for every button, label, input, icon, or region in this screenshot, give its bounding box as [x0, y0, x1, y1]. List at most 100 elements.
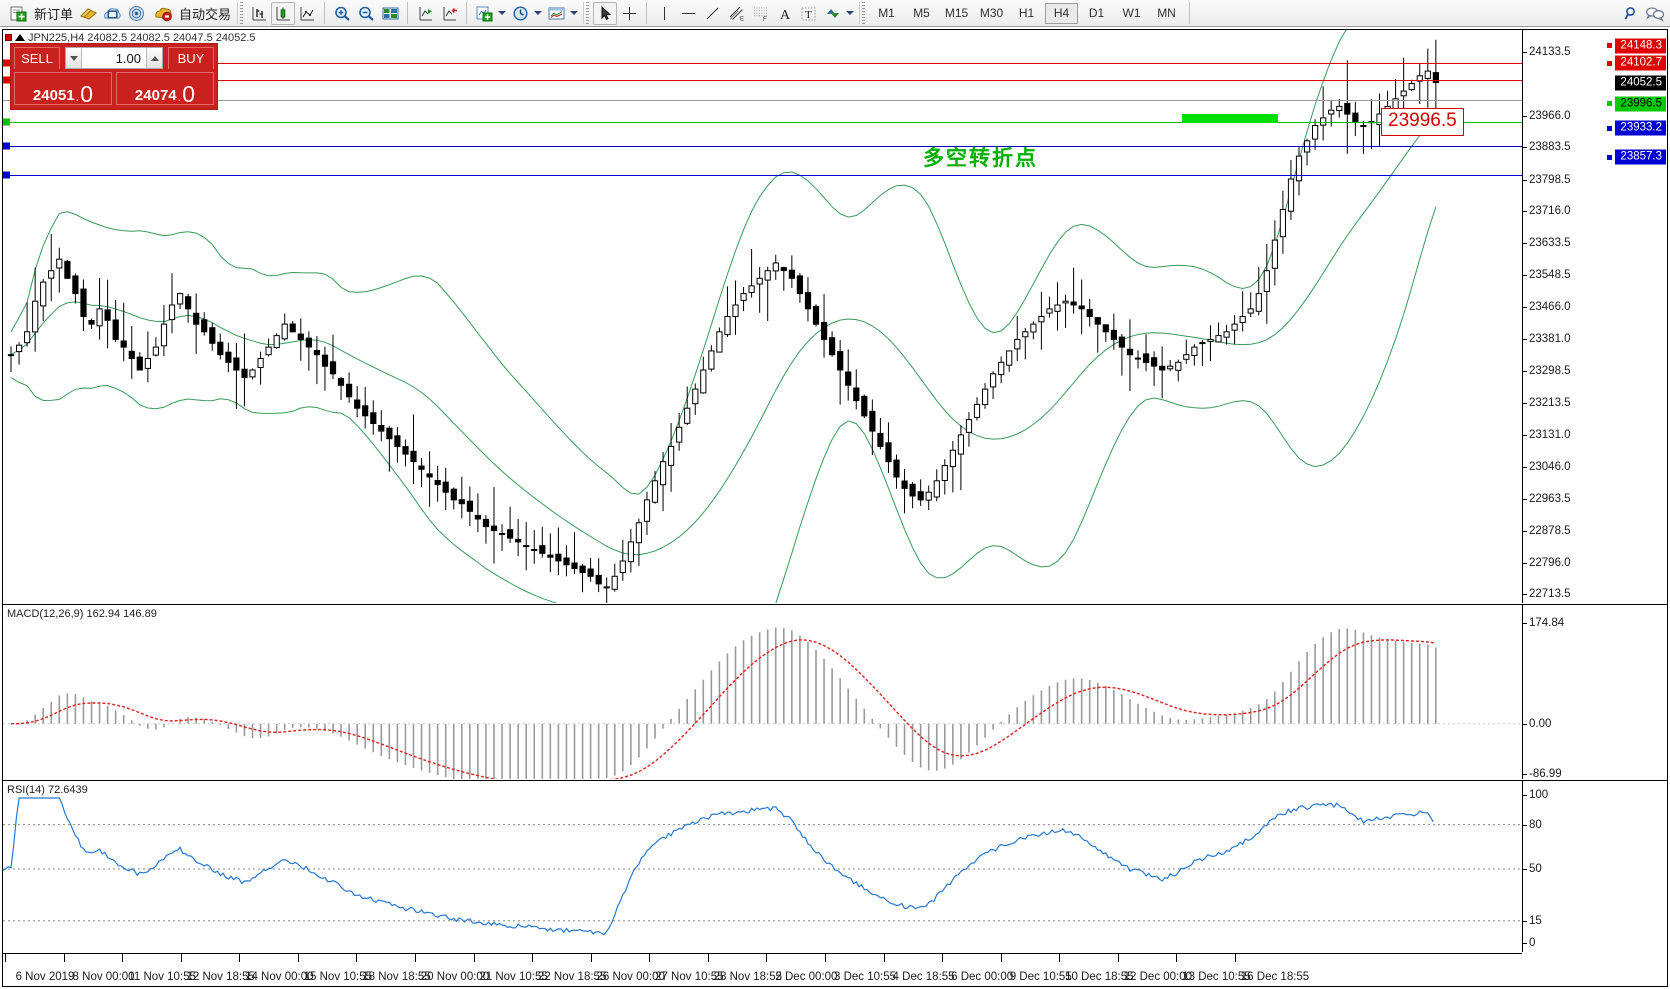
macd-label: MACD(12,26,9) 162.94 146.89: [7, 608, 157, 620]
rsi-tick: [1523, 824, 1527, 826]
price-plot-area[interactable]: 多空转折点 23996.5: [3, 30, 1522, 603]
new-chart-dropdown-caret[interactable]: [498, 11, 507, 15]
line-chart-icon[interactable]: [295, 2, 319, 25]
anchor-knob-23933[interactable]: [3, 142, 10, 150]
timeframe-h4[interactable]: H4: [1045, 2, 1079, 24]
time-tick: [239, 954, 241, 962]
rsi-tick: [1523, 943, 1527, 944]
timeframe-m1[interactable]: M1: [878, 6, 895, 20]
zoom-out-icon[interactable]: [354, 2, 378, 25]
templates-icon[interactable]: [544, 2, 568, 25]
data-window-icon[interactable]: [100, 2, 124, 25]
time-axis[interactable]: 6 Nov 2019 8 Nov 00:00 11 Nov 10:55 12 Nov …: [3, 953, 1667, 986]
horizontal-line-icon[interactable]: [676, 2, 700, 25]
timeframe-d1[interactable]: D1: [1088, 6, 1105, 20]
price-callout-box[interactable]: 23996.5: [1381, 108, 1464, 136]
anchor-knob-23996[interactable]: [3, 118, 10, 126]
price-marker-23933-2[interactable]: 23933.2: [1606, 120, 1666, 136]
timeframe-m30[interactable]: M30: [979, 6, 1004, 20]
marker-knob[interactable]: [1606, 100, 1614, 108]
navigator-icon[interactable]: [124, 2, 148, 25]
time-tick-label: 16 Dec 18:55: [1240, 971, 1310, 983]
one-click-trading-panel[interactable]: SELL 1.00 BUY 24051 . 0 24074 . 0: [10, 43, 218, 110]
text-icon[interactable]: A: [772, 2, 796, 25]
price-tick: [1523, 179, 1527, 181]
marker-knob[interactable]: [1606, 153, 1614, 161]
period-clock-icon[interactable]: [508, 2, 532, 25]
buy-button[interactable]: BUY: [168, 47, 214, 69]
sell-price[interactable]: 24051 . 0: [14, 72, 112, 106]
zoom-in-icon[interactable]: [330, 2, 354, 25]
price-marker-24148-3[interactable]: 24148.3: [1606, 38, 1666, 54]
new-chart-icon[interactable]: [472, 2, 496, 25]
price-tick-label: 23883.5: [1529, 141, 1571, 154]
fibonacci-icon[interactable]: F: [748, 2, 772, 25]
chart-window[interactable]: JPN225,H4 24082.5 24082.5 24047.5 24052.…: [2, 29, 1668, 987]
price-marker-23996-5[interactable]: 23996.5: [1606, 96, 1666, 112]
rsi-line: [3, 797, 1434, 936]
volume-stepper[interactable]: 1.00: [65, 47, 163, 69]
chart-annotation-text[interactable]: 多空转折点: [923, 147, 1038, 170]
templates-dropdown-caret[interactable]: [570, 11, 579, 15]
bar-chart-icon[interactable]: [247, 2, 271, 25]
expert-advisors-icon[interactable]: [76, 2, 100, 25]
price-line-23857[interactable]: [3, 175, 1522, 176]
price-line-23933[interactable]: [3, 146, 1522, 147]
new-order-label: 新订单: [34, 6, 74, 22]
new-order-button[interactable]: 新订单: [3, 1, 76, 25]
anchor-knob-24102[interactable]: [3, 76, 10, 84]
timeframe-h1[interactable]: H1: [1018, 6, 1035, 20]
price-line-24148[interactable]: [3, 63, 1522, 64]
chat-icon[interactable]: [1643, 2, 1667, 25]
price-pane[interactable]: 多空转折点 23996.5 24133.5 23966.0 23883.5 23798…: [3, 30, 1667, 603]
arrows-icon[interactable]: [820, 2, 844, 25]
price-tick: [1523, 434, 1527, 436]
macd-axis[interactable]: 174.84 0.00 -86.99: [1522, 605, 1667, 780]
sell-button[interactable]: SELL: [14, 47, 60, 69]
price-marker-23857-3[interactable]: 23857.3: [1606, 149, 1666, 165]
cursor-icon[interactable]: [593, 1, 618, 25]
search-icon[interactable]: [1619, 2, 1643, 25]
rsi-pane[interactable]: RSI(14) 72.6439 100 80 50 15 0: [3, 780, 1667, 952]
macd-plot-area[interactable]: MACD(12,26,9) 162.94 146.89: [3, 605, 1522, 779]
price-line-24102[interactable]: [3, 80, 1522, 81]
auto-trading-button[interactable]: 自动交易: [148, 1, 234, 25]
candlestick-chart-icon[interactable]: [271, 1, 296, 25]
green-zone-marker[interactable]: [1182, 114, 1278, 123]
volume-increment-button[interactable]: [146, 48, 162, 68]
timeframe-mn[interactable]: MN: [1157, 6, 1176, 20]
equidistant-channel-icon[interactable]: E: [724, 2, 748, 25]
anchor-knob-23857[interactable]: [3, 171, 10, 179]
marker-knob[interactable]: [1606, 59, 1614, 67]
trendline-icon[interactable]: [700, 2, 724, 25]
period-dropdown-caret[interactable]: [534, 11, 543, 15]
rsi-plot-area[interactable]: RSI(14) 72.6439: [3, 781, 1522, 952]
price-axis[interactable]: 24133.5 23966.0 23883.5 23798.5 23716.0 23633…: [1522, 30, 1667, 603]
price-line-23996[interactable]: [3, 122, 1522, 123]
price-marker-24102-7[interactable]: 24102.7: [1606, 55, 1666, 71]
rsi-axis[interactable]: 100 80 50 15 0: [1522, 781, 1667, 952]
vertical-line-icon[interactable]: [652, 2, 676, 25]
price-marker-24052-5[interactable]: 24052.5: [1615, 75, 1666, 91]
volume-decrement-button[interactable]: [66, 48, 82, 68]
chart-close-icon[interactable]: [5, 34, 12, 41]
timeframe-m5[interactable]: M5: [913, 6, 930, 20]
crosshair-icon[interactable]: [617, 2, 641, 25]
marker-knob[interactable]: [1606, 124, 1614, 132]
marker-knob[interactable]: [1606, 42, 1614, 50]
macd-pane[interactable]: MACD(12,26,9) 162.94 146.89 174.84 0.00 -8…: [3, 604, 1667, 780]
anchor-knob-24148[interactable]: [3, 59, 10, 67]
macd-tick: [1523, 774, 1527, 775]
auto-scroll-icon[interactable]: [437, 2, 461, 25]
arrows-dropdown-caret[interactable]: [846, 11, 855, 15]
price-tick-label: 23466.0: [1529, 300, 1571, 313]
chart-shift-icon[interactable]: [413, 2, 437, 25]
buy-price[interactable]: 24074 . 0: [116, 72, 214, 106]
volume-input[interactable]: 1.00: [82, 48, 146, 68]
rsi-tick-label: 80: [1529, 818, 1542, 831]
price-tick-label: 23298.5: [1529, 364, 1571, 377]
timeframe-w1[interactable]: W1: [1122, 6, 1141, 20]
text-label-icon[interactable]: T: [796, 2, 820, 25]
chart-grid-icon[interactable]: [378, 2, 402, 25]
timeframe-m15[interactable]: M15: [944, 6, 969, 20]
